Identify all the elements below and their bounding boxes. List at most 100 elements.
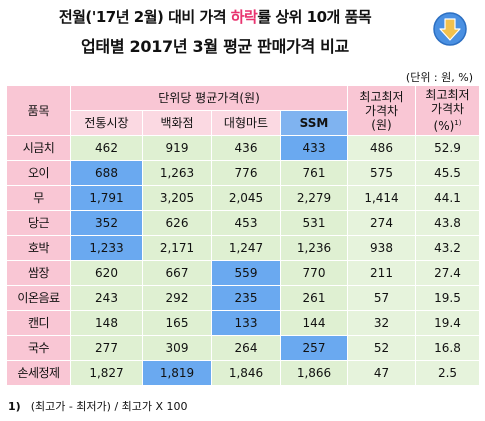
price-cell: 2,045 [211,185,281,211]
price-cell: 1,827 [70,360,143,386]
price-cell-lowest: 257 [280,335,348,361]
price-cell: 2,279 [280,185,348,211]
header-shop-label: SSM [299,116,329,130]
price-cell: 1,866 [280,360,348,386]
price-cell: 1,846 [211,360,281,386]
gap-cell: 47 [347,360,416,386]
price-cell: 436 [211,135,281,161]
table-row: 무 1,791 3,205 2,045 2,279 1,414 44.1 [6,185,480,211]
price-cell: 309 [142,335,212,361]
table-row: 호박 1,233 2,171 1,247 1,236 938 43.2 [6,235,480,261]
header-shop-department-store: 백화점 [142,110,212,136]
gap-cell: 274 [347,210,416,236]
price-cell: 620 [70,260,143,286]
row-item-name: 국수 [6,335,71,361]
title-line-1: 전월('17년 2월) 대비 가격 하락률 상위 10개 품목 [0,6,430,27]
price-cell: 264 [211,335,281,361]
title-line-2: 업태별 2017년 3월 평균 판매가격 비교 [81,37,349,56]
table-row: 국수 277 309 264 257 52 16.8 [6,335,480,361]
price-cell: 1,236 [280,235,348,261]
price-cell: 292 [142,285,212,311]
row-item-name: 오이 [6,160,71,186]
price-cell-lowest: 133 [211,310,281,336]
price-cell-lowest: 352 [70,210,143,236]
price-cell: 919 [142,135,212,161]
gap-cell: 1,414 [347,185,416,211]
row-item-name: 손세정제 [6,360,71,386]
price-cell: 770 [280,260,348,286]
gap-cell: 486 [347,135,416,161]
header-gap-text: 최고최저 가격차 (원) [359,89,404,132]
rate-cell: 19.5 [415,285,480,311]
row-item-name: 시금치 [6,135,71,161]
price-cell: 165 [142,310,212,336]
price-cell-lowest: 235 [211,285,281,311]
header-shop-hypermarket: 대형마트 [211,110,281,136]
price-table: 품목 단위당 평균가격(원) 최고최저 가격차 (원) 최고최저 가격차 (%)1… [6,85,480,386]
header-shop-label: 전통시장 [84,116,129,130]
price-cell: 761 [280,160,348,186]
gap-cell: 57 [347,285,416,311]
title-highlight: 하락 [230,8,258,26]
price-cell: 1,247 [211,235,281,261]
header-item: 품목 [6,85,71,136]
price-cell: 2,171 [142,235,212,261]
header-avg-price: 단위당 평균가격(원) [70,85,348,111]
price-cell: 626 [142,210,212,236]
price-cell: 453 [211,210,281,236]
price-cell: 261 [280,285,348,311]
row-item-name: 이온음료 [6,285,71,311]
gap-cell: 938 [347,235,416,261]
price-cell: 148 [70,310,143,336]
row-item-name: 호박 [6,235,71,261]
table-row: 당근 352 626 453 531 274 43.8 [6,210,480,236]
price-cell-lowest: 433 [280,135,348,161]
rate-cell: 16.8 [415,335,480,361]
header-rate-sup: 1) [454,119,462,127]
rate-cell: 45.5 [415,160,480,186]
price-cell: 1,263 [142,160,212,186]
header-shop-label: 백화점 [160,116,194,130]
header-rate-text: 최고최저 가격차 [425,88,470,116]
rate-cell: 27.4 [415,260,480,286]
price-cell-lowest: 688 [70,160,143,186]
title-line-1-post: 률 상위 10개 품목 [257,8,372,26]
down-arrow-icon [433,12,467,46]
price-cell: 531 [280,210,348,236]
header-rate-pct: (%) [433,119,455,133]
rate-cell: 19.4 [415,310,480,336]
table-row: 쌈장 620 667 559 770 211 27.4 [6,260,480,286]
rate-cell: 52.9 [415,135,480,161]
header-gap: 최고최저 가격차 (원) [347,85,416,136]
price-cell: 776 [211,160,281,186]
table-row: 손세정제 1,827 1,819 1,846 1,866 47 2.5 [6,360,480,386]
footnote-number: 1) [8,400,21,413]
unit-label: (단위 : 원, %) [405,71,473,84]
table-row: 캔디 148 165 133 144 32 19.4 [6,310,480,336]
header-shop-label: 대형마트 [223,116,269,130]
price-cell: 243 [70,285,143,311]
gap-cell: 32 [347,310,416,336]
rate-cell: 44.1 [415,185,480,211]
table-row: 시금치 462 919 436 433 486 52.9 [6,135,480,161]
price-cell: 144 [280,310,348,336]
price-cell: 3,205 [142,185,212,211]
header-shop-traditional-market: 전통시장 [70,110,143,136]
row-item-name: 무 [6,185,71,211]
rate-cell: 43.8 [415,210,480,236]
price-cell-lowest: 1,819 [142,360,212,386]
price-cell-lowest: 1,791 [70,185,143,211]
footnote-text: (최고가 - 최저가) / 최고가 X 100 [30,400,188,413]
title-line-1-pre: 전월('17년 2월) 대비 가격 [58,8,231,26]
gap-cell: 575 [347,160,416,186]
gap-cell: 211 [347,260,416,286]
price-cell-lowest: 559 [211,260,281,286]
row-item-name: 당근 [6,210,71,236]
row-item-name: 쌈장 [6,260,71,286]
price-cell: 277 [70,335,143,361]
price-cell: 462 [70,135,143,161]
price-cell-lowest: 1,233 [70,235,143,261]
header-shop-ssm: SSM [280,110,348,136]
table-row: 이온음료 243 292 235 261 57 19.5 [6,285,480,311]
footnote: 1) (최고가 - 최저가) / 최고가 X 100 [8,398,188,414]
